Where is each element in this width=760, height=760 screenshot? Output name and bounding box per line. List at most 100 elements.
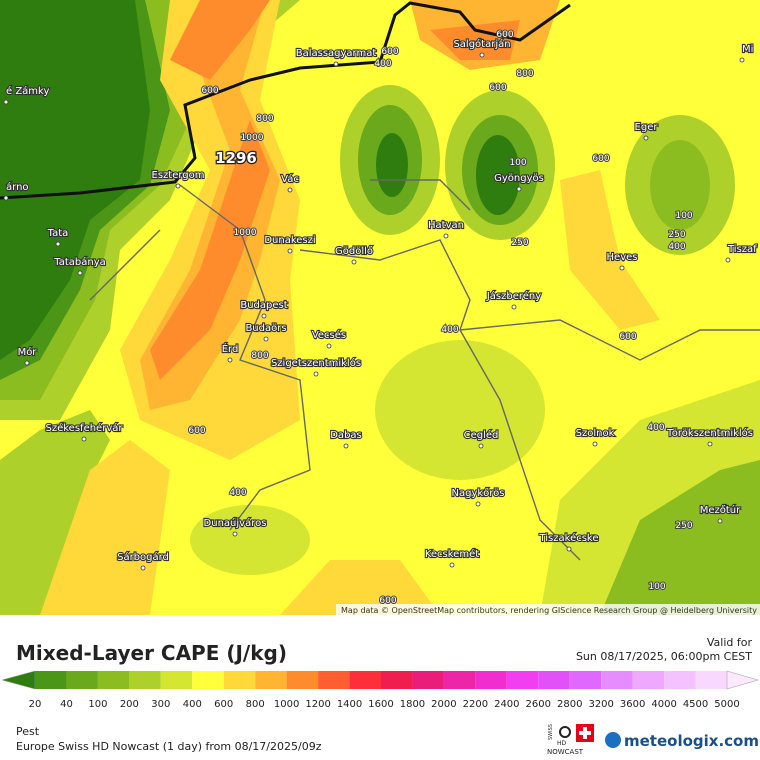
location: Pest [16, 725, 40, 738]
city-label: Vecsés [312, 329, 346, 341]
city-label: Tata [47, 228, 69, 239]
legend-label: 40 [60, 699, 73, 710]
contour-label: 600 [188, 426, 205, 436]
legend-label: 1800 [400, 699, 425, 710]
title: Mixed-Layer CAPE (J/kg) [16, 641, 287, 665]
city-label: Szigetszentmiklós [271, 357, 361, 369]
city-dot [717, 518, 723, 524]
legend-label: 800 [246, 699, 265, 710]
city-dot [55, 241, 61, 247]
brand: meteologix.com [624, 732, 759, 750]
legend-swatch [223, 671, 256, 689]
city-label: Balassagyarmat [296, 48, 377, 59]
contour-label: 600 [592, 154, 609, 164]
valid-time: Sun 08/17/2025, 06:00pm CEST [576, 650, 752, 663]
city-dot [592, 441, 598, 447]
contour-label: 600 [489, 83, 506, 93]
city-dot [475, 501, 481, 507]
legend-swatch [35, 671, 67, 689]
city-dot [326, 343, 332, 349]
search-icon [559, 726, 571, 738]
city-label: Heves [607, 252, 638, 263]
brand-logo [605, 732, 621, 748]
city-dot [449, 562, 455, 568]
city-dot [333, 61, 339, 67]
legend-label: 1000 [274, 699, 299, 710]
legend-label: 2200 [463, 699, 488, 710]
city-dot [287, 187, 293, 193]
city-label: Mezőtúr [700, 504, 741, 516]
city-label: Érd [222, 342, 239, 355]
city-dot [313, 371, 319, 377]
city-dot [287, 248, 293, 254]
city-label: Mór [18, 346, 38, 358]
legend-swatch [664, 671, 696, 689]
city-label: Tiszaf [727, 244, 757, 255]
city-label: Kecskemét [425, 548, 479, 560]
city-dot [516, 186, 522, 192]
contour-label: 400 [668, 242, 685, 252]
legend-swatch [255, 671, 287, 689]
city-dot [3, 99, 9, 105]
valid-label: Valid for [707, 636, 753, 649]
city-dot [175, 183, 181, 189]
legend-swatch [632, 671, 665, 689]
map-background [0, 0, 760, 615]
map-labels: é Zámky árno Balassagyarmat Salgótarján Mi Eg… [3, 29, 758, 607]
legend-label: 400 [183, 699, 202, 710]
legend-label: 3200 [588, 699, 613, 710]
contour-label: 600 [381, 47, 398, 57]
legend-swatch [286, 671, 319, 689]
legend-label: 1200 [305, 699, 330, 710]
city-dot [478, 443, 484, 449]
city-dot [619, 265, 625, 271]
attribution: Map data © OpenStreetMap contributors, r… [341, 606, 757, 615]
city-label: Székesfehérvár [46, 422, 124, 434]
city-label: é Zámky [6, 85, 49, 97]
city-label: Budaörs [245, 323, 286, 334]
legend-swatch [412, 671, 444, 689]
contour-label: 400 [647, 423, 664, 433]
legend-label: 200 [120, 699, 139, 710]
legend-swatch [538, 671, 570, 689]
city-label: Jászberény [486, 290, 541, 302]
badge-mid: HD [557, 740, 567, 747]
legend-arrow [726, 670, 759, 690]
city-dot [77, 270, 83, 276]
contour-label: 1000 [241, 133, 264, 143]
city-dot [707, 441, 713, 447]
city-dot [24, 360, 30, 366]
max-value: 1296 [215, 149, 257, 167]
city-label: Mi [742, 44, 753, 55]
contour-label: 800 [251, 351, 268, 361]
legend-swatch [381, 671, 413, 689]
legend-label: 2800 [557, 699, 582, 710]
city-dot [81, 436, 87, 442]
city-dot [725, 257, 731, 263]
legend-swatch [601, 671, 633, 689]
legend-arrow [1, 670, 36, 690]
contour-label: 600 [201, 86, 218, 96]
city-dot [343, 443, 349, 449]
legend-label: 2000 [431, 699, 456, 710]
legend-swatch [192, 671, 224, 689]
contour-label: 400 [229, 488, 246, 498]
city-dot [511, 304, 517, 310]
city-label: Szolnok [576, 428, 615, 439]
city-label: Gödöllő [335, 245, 373, 257]
legend-swatch [66, 671, 98, 689]
contour-label: 1000 [234, 228, 257, 238]
city-dot [263, 336, 269, 342]
contour-label: 800 [256, 114, 273, 124]
legend-label: 600 [214, 699, 233, 710]
contour-label: 400 [374, 59, 391, 69]
badge-bottom: NOWCAST [547, 748, 584, 756]
legend-swatch [569, 671, 602, 689]
attribution-bg [336, 604, 760, 615]
legend-label: 1400 [337, 699, 362, 710]
legend-swatch [349, 671, 381, 689]
legend-swatch [506, 671, 539, 689]
legend-label: 5000 [714, 699, 739, 710]
city-label: Gyöngyös [494, 173, 544, 184]
city-dot [3, 195, 9, 201]
